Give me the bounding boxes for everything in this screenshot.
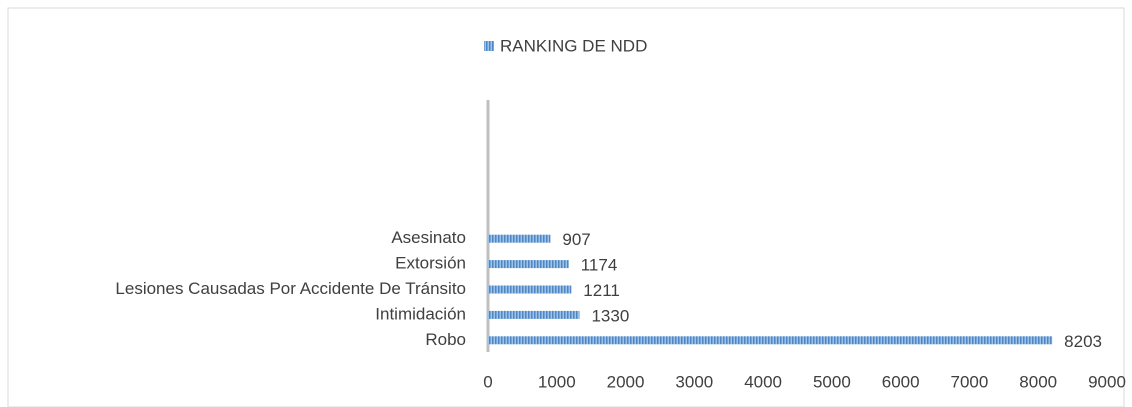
x-tick-label: 4000 <box>744 372 782 391</box>
x-tick-label: 7000 <box>951 372 989 391</box>
y-tick-label: Lesiones Causadas Por Accidente De Tráns… <box>115 279 466 298</box>
legend-swatch <box>484 41 494 51</box>
x-tick-label: 3000 <box>675 372 713 391</box>
bar <box>488 234 551 243</box>
bar <box>488 310 580 319</box>
x-tick-label: 1000 <box>538 372 576 391</box>
bar <box>488 336 1053 345</box>
x-tick-label: 5000 <box>813 372 851 391</box>
data-label: 1211 <box>583 281 620 300</box>
x-tick-label: 6000 <box>882 372 920 391</box>
legend-label: RANKING DE NDD <box>500 36 647 55</box>
data-label: 1330 <box>591 306 629 325</box>
data-label: 1174 <box>581 256 618 275</box>
bar <box>488 260 569 269</box>
x-tick-label: 8000 <box>1019 372 1057 391</box>
data-label: 8203 <box>1064 332 1102 351</box>
data-label: 907 <box>562 230 590 249</box>
y-tick-label: Extorsión <box>395 254 466 273</box>
y-tick-label: Robo <box>425 330 466 349</box>
chart-border <box>7 7 1125 407</box>
x-tick-label: 9000 <box>1088 372 1126 391</box>
y-tick-label: Asesinato <box>391 228 466 247</box>
bar <box>488 285 572 294</box>
x-tick-label: 2000 <box>607 372 645 391</box>
y-tick-label: Intimidación <box>375 304 466 323</box>
x-tick-label: 0 <box>483 372 492 391</box>
